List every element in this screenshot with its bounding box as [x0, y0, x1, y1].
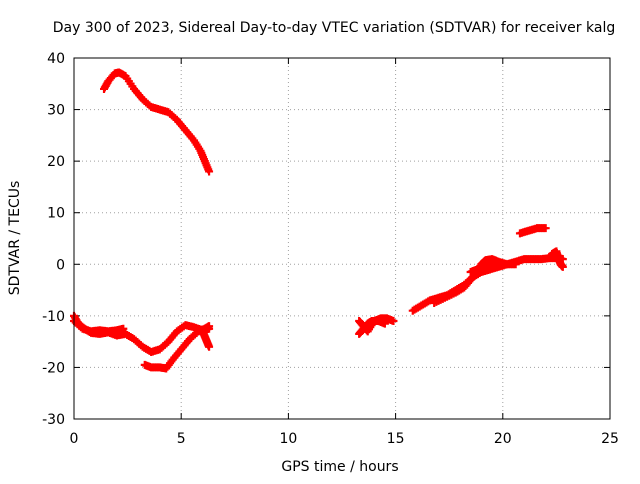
data-point — [541, 224, 550, 233]
data-point — [380, 319, 389, 328]
x-tick-label: 25 — [601, 431, 619, 447]
data-point — [498, 260, 507, 269]
series-track-12 — [515, 224, 550, 238]
series-track-1 — [100, 68, 214, 176]
y-tick-label: -10 — [42, 309, 65, 325]
gridlines — [74, 58, 610, 419]
series-track-11 — [548, 247, 567, 271]
y-tick-label: -30 — [42, 412, 65, 428]
y-tick-label: 10 — [47, 206, 65, 222]
data-point — [205, 167, 214, 176]
x-axis-label: GPS time / hours — [281, 459, 398, 475]
x-tick-label: 15 — [387, 431, 405, 447]
axis-ticks: 0 5 10 15 20 25 -30 -20 -10 0 10 20 30 40 — [42, 51, 619, 447]
x-tick-label: 10 — [279, 431, 297, 447]
data-point — [205, 342, 214, 351]
data-point — [119, 324, 128, 333]
y-tick-label: -20 — [42, 360, 65, 376]
x-tick-label: 0 — [70, 431, 79, 447]
data-point — [511, 260, 520, 269]
y-tick-label: 40 — [47, 51, 65, 67]
series-track-7 — [355, 317, 389, 338]
data-point — [205, 322, 214, 331]
series-track-3 — [70, 317, 128, 336]
y-tick-label: 0 — [56, 257, 65, 273]
series-track-10 — [466, 257, 507, 277]
x-tick-label: 5 — [177, 431, 186, 447]
y-tick-label: 20 — [47, 154, 65, 170]
chart-title: Day 300 of 2023, Sidereal Day-to-day VTE… — [53, 20, 615, 36]
series-track-5 — [198, 327, 214, 351]
y-tick-label: 30 — [47, 103, 65, 119]
y-axis-label: SDTVAR / TECUs — [7, 181, 23, 296]
series-track-9 — [430, 255, 520, 307]
data-points — [70, 68, 567, 373]
plot-border — [73, 57, 611, 420]
data-point — [558, 262, 567, 271]
data-point — [389, 317, 398, 326]
x-tick-label: 20 — [494, 431, 512, 447]
